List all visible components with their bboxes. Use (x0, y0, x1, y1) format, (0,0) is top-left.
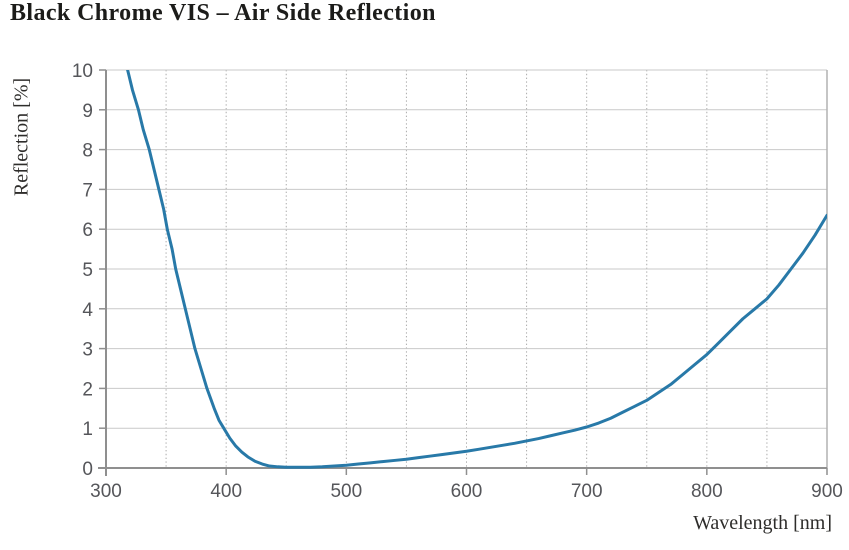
x-tick-label-900: 900 (811, 481, 843, 502)
x-axis-title: Wavelength [nm] (693, 512, 832, 534)
x-tick-label-400: 400 (210, 481, 242, 502)
x-tick-label-800: 800 (691, 481, 723, 502)
y-tick-label-2: 2 (82, 379, 93, 400)
y-tick-label-1: 1 (82, 419, 93, 440)
y-axis-title: Reflection [%] (10, 77, 33, 197)
chart-title: Black Chrome VIS – Air Side Reflection (10, 0, 436, 26)
x-tick-label-600: 600 (451, 481, 483, 502)
y-tick-label-10: 10 (72, 61, 93, 82)
x-tick-label-700: 700 (571, 481, 603, 502)
y-tick-label-9: 9 (82, 101, 93, 122)
y-tick-label-8: 8 (82, 141, 93, 162)
y-tick-label-6: 6 (82, 220, 93, 241)
y-tick-label-5: 5 (82, 260, 93, 281)
x-tick-label-500: 500 (330, 481, 362, 502)
y-tick-label-7: 7 (82, 180, 93, 201)
y-tick-label-0: 0 (82, 459, 93, 480)
y-tick-label-4: 4 (82, 300, 93, 321)
x-tick-label-300: 300 (90, 481, 122, 502)
reflection-curve (126, 70, 827, 469)
y-tick-label-3: 3 (82, 340, 93, 361)
